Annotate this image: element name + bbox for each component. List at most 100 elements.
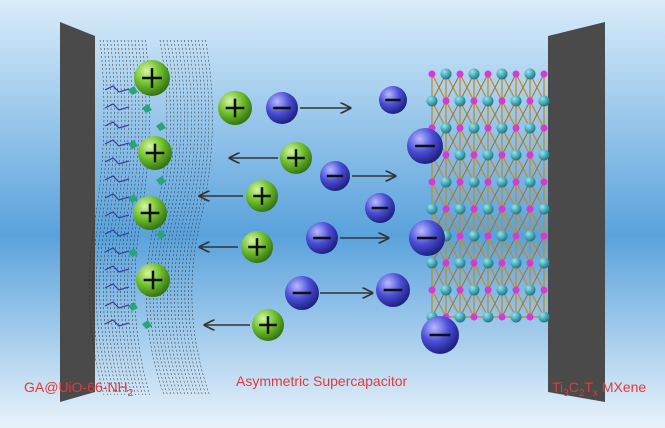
bond xyxy=(473,235,489,264)
atom-t xyxy=(442,259,450,267)
bond xyxy=(515,208,531,237)
atom-ti xyxy=(538,257,550,269)
graphene-line xyxy=(106,39,122,396)
bond xyxy=(445,235,461,264)
linker xyxy=(104,103,130,111)
graphene-line xyxy=(170,39,192,396)
right-label-part: x xyxy=(593,388,598,399)
bond xyxy=(459,100,475,129)
uio-cluster xyxy=(142,320,152,329)
atom-t xyxy=(484,178,492,186)
bond xyxy=(529,235,545,264)
bond xyxy=(445,73,461,102)
graphene-line xyxy=(188,39,210,396)
atom-ti xyxy=(524,68,536,80)
atom-t xyxy=(526,313,534,321)
graphene-line xyxy=(89,39,105,396)
atom-ti xyxy=(454,203,466,215)
uio-cluster xyxy=(128,302,138,311)
atom-ti xyxy=(524,176,536,188)
atom-ti xyxy=(482,257,494,269)
atom-t xyxy=(540,178,548,186)
graphene-line xyxy=(177,39,199,396)
graphene-line xyxy=(99,39,115,396)
atom-t xyxy=(512,70,520,78)
decoration xyxy=(89,39,550,396)
atom-ti xyxy=(496,68,508,80)
left-label: GA@UiO-66-NH2 xyxy=(24,379,134,399)
bond xyxy=(473,73,489,102)
right-label: Ti3C2Tx MXene xyxy=(552,379,646,399)
linker xyxy=(104,319,130,327)
uio-cluster xyxy=(128,248,138,257)
atom-t xyxy=(456,286,464,294)
linker xyxy=(104,157,130,165)
right-label-part: MXene xyxy=(598,379,646,395)
graphene-line xyxy=(92,39,108,396)
atom-t xyxy=(484,232,492,240)
right-label-part: Ti xyxy=(552,379,563,395)
atom-ti xyxy=(538,311,550,323)
atom-ti xyxy=(468,284,480,296)
atom-ti xyxy=(482,95,494,107)
linker xyxy=(104,247,130,255)
atom-t xyxy=(526,259,534,267)
uio-cluster xyxy=(156,176,166,185)
atom-t xyxy=(526,205,534,213)
bond xyxy=(473,127,489,156)
atom-t xyxy=(498,313,506,321)
atom-t xyxy=(498,259,506,267)
graphene-line xyxy=(174,39,196,396)
atom-ti xyxy=(468,68,480,80)
atom-t xyxy=(484,286,492,294)
graphene-line xyxy=(96,39,112,396)
atom-t xyxy=(456,178,464,186)
bond xyxy=(501,73,517,102)
bond xyxy=(431,262,447,291)
graphene-line xyxy=(103,39,119,396)
atom-ti xyxy=(454,149,466,161)
atom-ti xyxy=(482,149,494,161)
atom-t xyxy=(498,205,506,213)
linker xyxy=(104,85,130,93)
graphene-line xyxy=(191,39,213,396)
atom-ti xyxy=(468,122,480,134)
bond xyxy=(501,181,517,210)
atom-t xyxy=(540,286,548,294)
atom-t xyxy=(456,232,464,240)
bond xyxy=(501,235,517,264)
bond xyxy=(515,154,531,183)
graphene-line xyxy=(163,39,185,396)
bond xyxy=(459,154,475,183)
atom-ti xyxy=(440,68,452,80)
graphene-line xyxy=(167,39,189,396)
atom-t xyxy=(442,151,450,159)
left-electrode xyxy=(60,22,95,402)
graphene-line xyxy=(117,39,133,396)
atom-ti xyxy=(496,284,508,296)
graphene-line xyxy=(120,39,136,396)
atom-t xyxy=(470,259,478,267)
bond xyxy=(501,127,517,156)
linker xyxy=(104,301,130,309)
atom-ti xyxy=(468,230,480,242)
bond xyxy=(431,154,447,183)
bond xyxy=(529,73,545,102)
atom-t xyxy=(512,232,520,240)
bond xyxy=(529,289,545,318)
atom-ti xyxy=(538,203,550,215)
atom-t xyxy=(498,97,506,105)
linker xyxy=(104,121,130,129)
left-label-text: GA@UiO-66-NH xyxy=(24,379,128,395)
bond xyxy=(445,289,461,318)
bond xyxy=(473,289,489,318)
atom-ti xyxy=(524,122,536,134)
graphene-line xyxy=(110,39,126,396)
atom-t xyxy=(526,151,534,159)
bond xyxy=(515,100,531,129)
atom-t xyxy=(470,97,478,105)
atom-ti xyxy=(454,95,466,107)
bond xyxy=(473,181,489,210)
atom-t xyxy=(470,205,478,213)
uio-cluster xyxy=(128,140,138,149)
